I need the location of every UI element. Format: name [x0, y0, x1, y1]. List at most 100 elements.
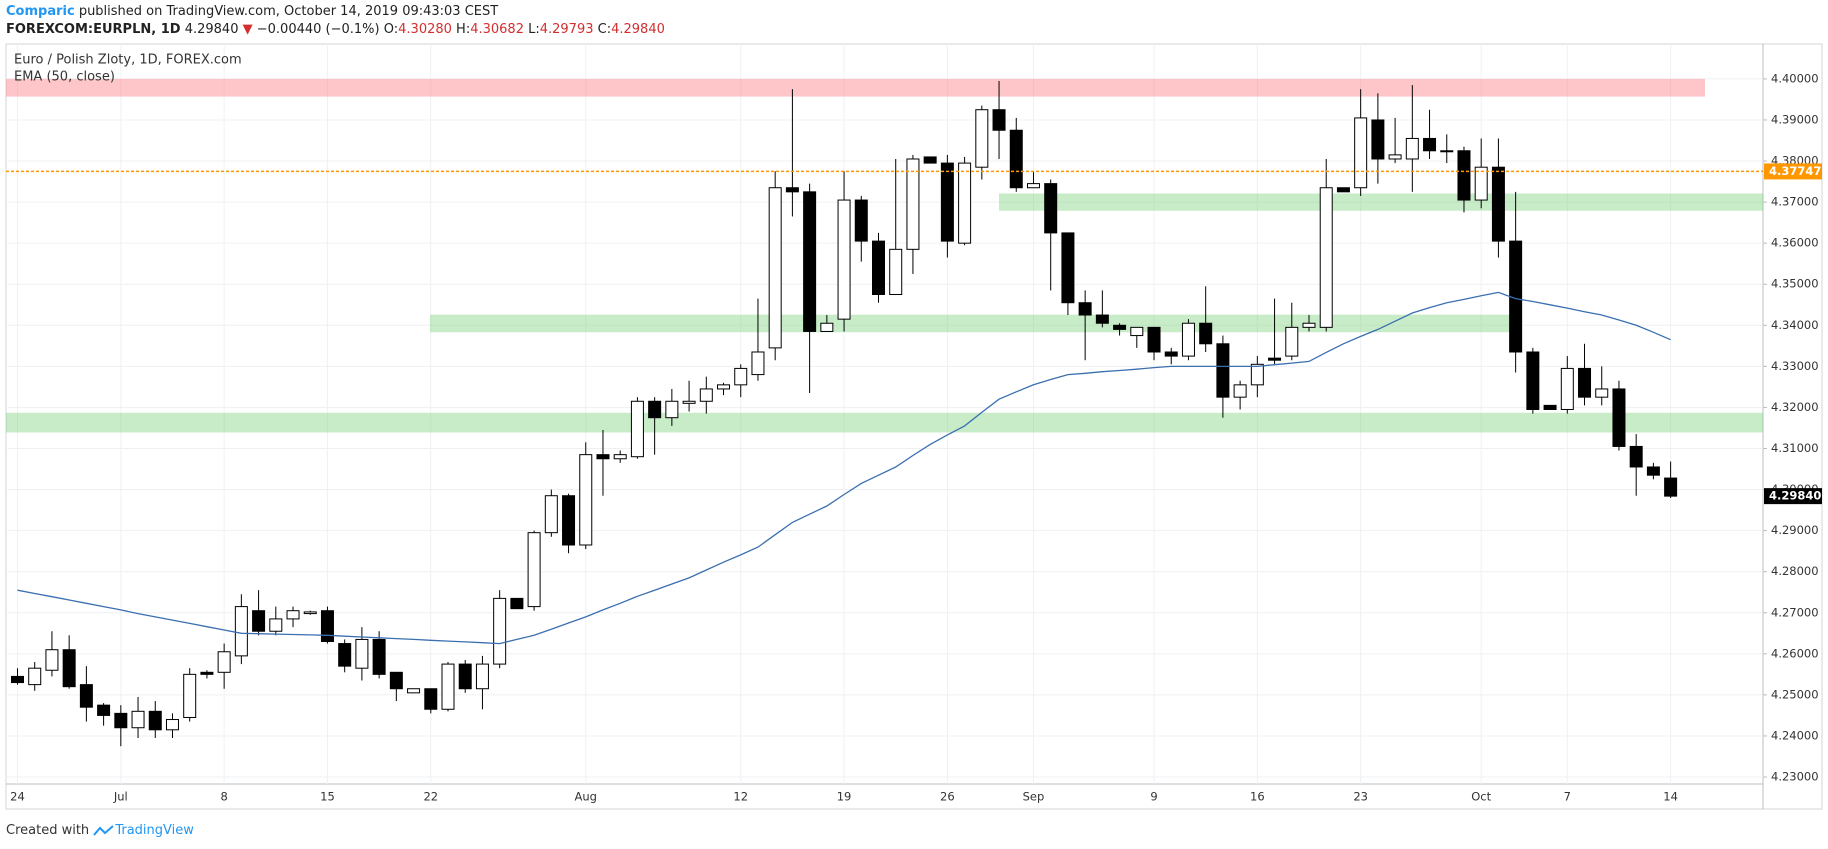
y-tick-label: 4.24000: [1771, 728, 1819, 742]
x-tick-label: 15: [320, 790, 335, 804]
x-tick-label: Aug: [575, 790, 597, 804]
x-tick-label: Oct: [1471, 790, 1491, 804]
candle-body: [1147, 326, 1161, 353]
candle-body: [424, 688, 438, 710]
candle-body: [1285, 326, 1299, 357]
x-tick-label: 12: [733, 790, 748, 804]
y-tick-label: 4.25000: [1771, 687, 1819, 701]
candle-body: [958, 162, 972, 244]
brand[interactable]: TradingView: [115, 823, 194, 838]
y-tick-label: 4.23000: [1771, 770, 1819, 784]
logo: [93, 824, 114, 836]
candle-body: [872, 240, 885, 295]
candle-body: [1491, 166, 1505, 242]
candle-body: [1405, 137, 1419, 160]
x-tick-label: 22: [423, 790, 438, 804]
candle-body: [200, 671, 214, 675]
candle-body: [1181, 322, 1195, 357]
symbol: FOREXCOM:EURPLN, 1D: [6, 22, 181, 37]
ohlc-label: L:: [528, 22, 540, 37]
x-tick-label: 14: [1663, 790, 1678, 804]
candle-body: [1440, 150, 1454, 153]
published: published on TradingView.com, October 14…: [78, 4, 499, 19]
x-tick-label: 7: [1564, 790, 1571, 804]
candle-body: [1319, 187, 1333, 328]
y-tick-label: 4.31000: [1771, 441, 1819, 455]
candle-body: [131, 710, 145, 729]
candle-body: [1664, 477, 1678, 497]
candle-body: [596, 454, 610, 460]
candle-body: [1026, 183, 1040, 189]
candle-body: [303, 611, 317, 615]
candle-body: [1044, 183, 1058, 234]
x-tick-label: 9: [1150, 790, 1157, 804]
candle-body: [1250, 363, 1264, 386]
y-tick-label: 4.29000: [1771, 523, 1819, 537]
y-tick-label: 4.40000: [1771, 71, 1819, 85]
candle-body: [1268, 357, 1282, 361]
candle-body: [234, 606, 248, 657]
zone: [430, 314, 1514, 333]
candle-body: [62, 649, 76, 688]
candle-body: [1646, 466, 1660, 476]
candle-body: [837, 199, 851, 320]
price-line-tag: [1764, 163, 1822, 180]
candle-body: [1354, 117, 1368, 189]
candle-body: [79, 684, 93, 708]
candle-body: [1078, 302, 1092, 316]
candle-body: [1371, 119, 1385, 160]
candle-body: [165, 719, 179, 731]
ohlc-label: C:: [597, 22, 612, 37]
author[interactable]: Comparic: [6, 4, 75, 19]
x-tick-label: Sep: [1023, 790, 1045, 804]
candle-body: [699, 388, 713, 402]
y-tick-label: 4.37000: [1771, 195, 1819, 209]
zones: [6, 78, 1763, 433]
y-tick-label: 4.26000: [1771, 646, 1819, 660]
candle-body: [940, 162, 954, 242]
candle-body: [734, 367, 748, 386]
candle-body: [320, 610, 334, 643]
ohlc-value: 4.29793: [539, 22, 594, 37]
candle-body: [544, 495, 558, 534]
chart-frame: [5, 43, 1823, 810]
y-tick-label: 4.39000: [1771, 112, 1819, 126]
candle-body: [1233, 384, 1247, 398]
ohlc-value: 4.30682: [470, 22, 524, 37]
x-tick-label: Jul: [113, 790, 128, 804]
header-line: FOREXCOM:EURPLN, 1D 4.29840 ▼ −0.00440 (…: [6, 21, 665, 39]
y-tick-label: 4.34000: [1771, 318, 1819, 332]
candle-body: [630, 400, 644, 458]
candle-body: [889, 248, 903, 295]
header-line: Comparic published on TradingView.com, O…: [6, 3, 665, 21]
candle-body: [252, 610, 266, 632]
y-tick-label: 4.35000: [1771, 277, 1819, 291]
last-price-tag: [1764, 488, 1822, 505]
candle-body: [992, 109, 1006, 131]
candle-body: [1457, 150, 1471, 201]
candle-body: [355, 638, 369, 669]
candle-body: [11, 675, 24, 684]
zone: [6, 412, 1763, 433]
candle-body: [338, 643, 352, 667]
y-tick-label: 4.32000: [1771, 400, 1819, 414]
zone: [6, 78, 1705, 97]
created-with: Created with: [6, 823, 90, 838]
candle-body: [975, 109, 989, 168]
candle-body: [1095, 314, 1109, 324]
candle-body: [441, 663, 455, 710]
ohlc-value: 4.30280: [398, 22, 452, 37]
x-tick-label: 19: [837, 790, 852, 804]
candle-body: [613, 454, 627, 460]
change: −0.00440 (−0.1%): [256, 22, 380, 37]
candle-body: [1612, 388, 1626, 447]
candle-body: [45, 649, 59, 671]
candle-body: [1061, 232, 1075, 304]
ema-line: [17, 291, 1671, 645]
candle-body: [1199, 322, 1213, 345]
candle-body: [1474, 166, 1488, 201]
candle-body: [97, 704, 111, 716]
candle-body: [1302, 322, 1316, 328]
candle-body: [1388, 154, 1402, 160]
candle-body: [475, 663, 489, 690]
